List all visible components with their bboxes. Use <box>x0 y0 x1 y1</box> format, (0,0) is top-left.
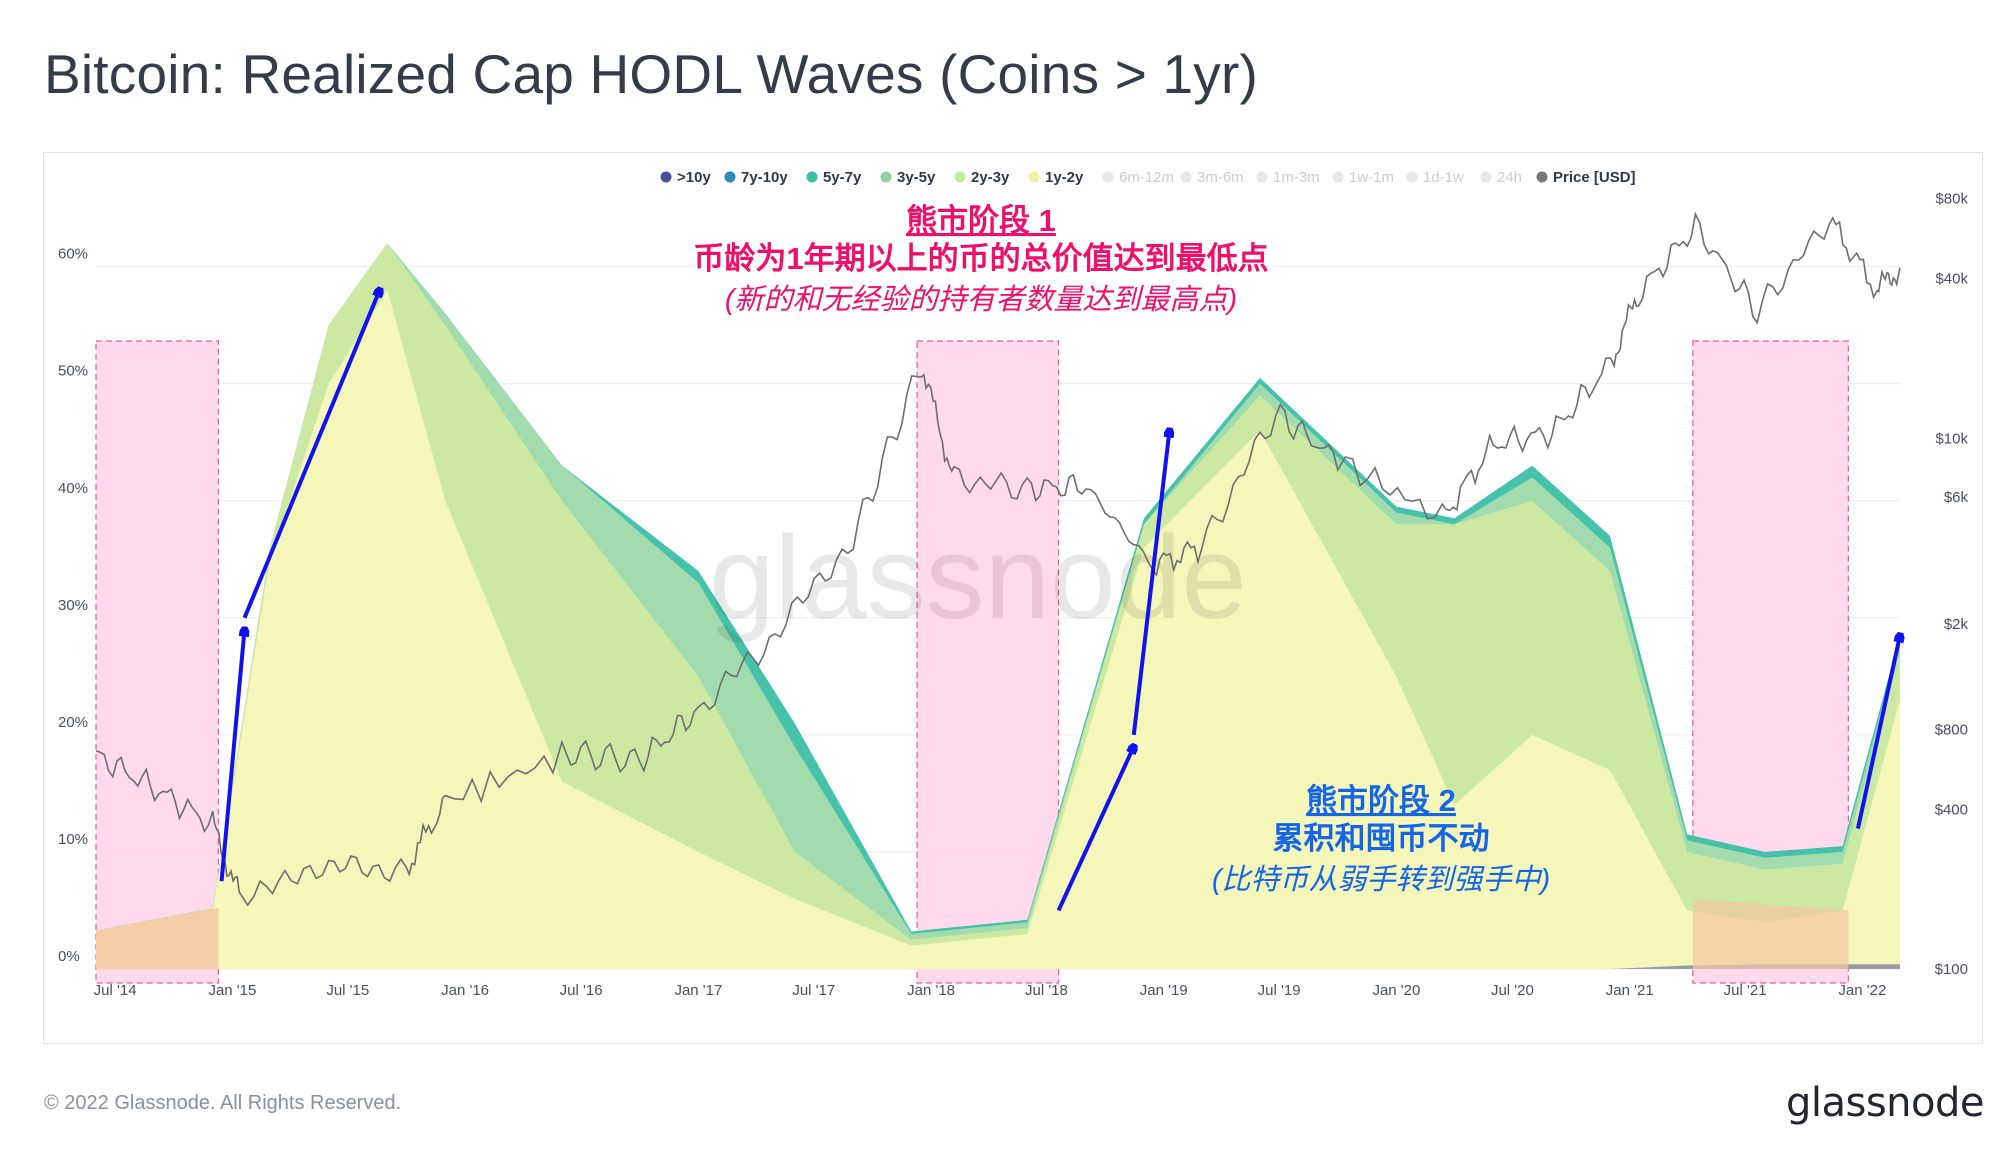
x-tick-label: Jul '14 <box>94 982 137 999</box>
y-right-tick-label: $6k <box>1944 489 1969 506</box>
copyright: © 2022 Glassnode. All Rights Reserved. <box>44 1092 402 1114</box>
y-right-tick-label: $800 <box>1935 721 1968 738</box>
legend-marker <box>1028 171 1040 183</box>
hodl-wave-areas <box>96 243 1900 970</box>
annotation-phase1-line2: (新的和无经验的持有者数量达到最高点) <box>725 284 1237 316</box>
y-left-tick-label: 50% <box>58 363 88 380</box>
annotation-phase2-line1: 累积和囤币不动 <box>1273 821 1490 856</box>
hodl-waves-chart: >10y 7y-10y 5y-7y 3y-5y 2y-3y 1y-2y 6m-12m 3m-6… <box>58 169 1969 999</box>
y-right-tick-label: $2k <box>1944 616 1969 633</box>
x-tick-label: Jul '18 <box>1025 982 1068 999</box>
legend-label: 5y-7y <box>823 169 862 186</box>
y-right-tick-label: $100 <box>1935 961 1968 978</box>
trend-arrow <box>1131 431 1170 736</box>
y-left-tick-label: 30% <box>58 597 88 614</box>
trend-arrow <box>219 630 245 882</box>
x-tick-label: Jan '17 <box>674 982 722 999</box>
x-tick-label: Jul '19 <box>1258 982 1301 999</box>
y-left-tick-label: 40% <box>58 480 88 497</box>
y-left-tick-label: 20% <box>58 714 88 731</box>
legend-label: 7y-10y <box>741 169 788 186</box>
trend-arrows <box>219 290 1900 912</box>
chart-legend: >10y 7y-10y 5y-7y 3y-5y 2y-3y 1y-2y 6m-12m 3m-6… <box>660 169 1636 186</box>
x-tick-label: Jul '16 <box>560 982 603 999</box>
x-tick-label: Jan '22 <box>1838 982 1886 999</box>
brand-logo: glassnode <box>1785 1080 1985 1126</box>
x-tick-label: Jul '21 <box>1724 982 1767 999</box>
annotation-phase1: 熊市阶段 1 币龄为1年期以上的币的总价值达到最低点 (新的和无经验的持有者数量… <box>693 203 1268 316</box>
legend-marker <box>1180 171 1192 183</box>
legend-label: 2y-3y <box>971 169 1010 186</box>
legend-label: Price [USD] <box>1553 169 1636 186</box>
base-band <box>1692 898 1849 969</box>
x-tick-label: Jan '16 <box>441 982 489 999</box>
y-axis-right: $100 $400 $800 $2k $6k $10k $40k $80k <box>1935 191 1969 978</box>
chart-panel: >10y 7y-10y 5y-7y 3y-5y 2y-3y 1y-2y 6m-12m 3m-6… <box>43 152 1983 1044</box>
legend-label: 24h <box>1497 169 1522 186</box>
x-tick-label: Jul '15 <box>326 982 369 999</box>
legend-label: 3y-5y <box>897 169 936 186</box>
y-left-tick-label: 10% <box>58 831 88 848</box>
legend-marker <box>1480 171 1492 183</box>
x-tick-label: Jan '15 <box>208 982 256 999</box>
legend-label: 3m-6m <box>1197 169 1244 186</box>
watermark: glassnode <box>709 512 1247 644</box>
trend-arrow <box>1855 635 1900 829</box>
annotation-phase1-heading: 熊市阶段 1 <box>906 203 1056 238</box>
legend-marker <box>880 171 892 183</box>
y-axis-left: 0% 10% 20% 30% 40% 50% 60% <box>58 246 88 965</box>
y-left-tick-label: 60% <box>58 246 88 263</box>
x-axis: Jul '14 Jan '15 Jul '15 Jan '16 Jul '16 Jan '… <box>94 982 1887 999</box>
annotation-phase2-line2: (比特币从弱手转到强手中) <box>1212 864 1550 896</box>
legend-label: 1d-1w <box>1423 169 1464 186</box>
legend-marker <box>724 171 736 183</box>
legend-marker <box>1536 171 1548 183</box>
legend-label: 1w-1m <box>1349 169 1394 186</box>
x-tick-label: Jan '19 <box>1140 982 1188 999</box>
price-line <box>95 211 1901 907</box>
y-left-tick-label: 0% <box>58 948 80 965</box>
price-series <box>95 211 1901 907</box>
base-band <box>96 908 219 969</box>
x-tick-label: Jul '20 <box>1491 982 1534 999</box>
annotation-phase2-heading: 熊市阶段 2 <box>1306 783 1456 818</box>
y-right-tick-label: $10k <box>1935 430 1968 447</box>
trend-arrow <box>242 290 380 619</box>
legend-label: 6m-12m <box>1119 169 1174 186</box>
x-tick-label: Jan '18 <box>907 982 955 999</box>
x-tick-label: Jan '20 <box>1372 982 1420 999</box>
legend-marker <box>1406 171 1418 183</box>
annotation-phase2: 熊市阶段 2 累积和囤币不动 (比特币从弱手转到强手中) <box>1212 783 1550 896</box>
annotation-phase1-line1: 币龄为1年期以上的币的总价值达到最低点 <box>693 241 1268 276</box>
area-1y-2y <box>96 290 1900 970</box>
legend-label: >10y <box>677 169 711 186</box>
legend-marker <box>1102 171 1114 183</box>
legend-marker <box>660 171 672 183</box>
y-right-tick-label: $40k <box>1935 271 1968 288</box>
legend-label: 1m-3m <box>1273 169 1320 186</box>
legend-marker <box>954 171 966 183</box>
bear-phase-highlights <box>95 340 1849 984</box>
legend-label: 1y-2y <box>1045 169 1084 186</box>
page-title: Bitcoin: Realized Cap HODL Waves (Coins … <box>44 43 1259 105</box>
legend-marker <box>806 171 818 183</box>
legend-marker <box>1256 171 1268 183</box>
highlight-period <box>916 340 1060 984</box>
y-right-tick-label: $80k <box>1935 191 1968 208</box>
trend-arrow <box>1056 747 1134 912</box>
legend-marker <box>1332 171 1344 183</box>
x-tick-label: Jul '17 <box>792 982 835 999</box>
y-right-tick-label: $400 <box>1935 801 1968 818</box>
highlight-period <box>95 340 219 984</box>
x-tick-label: Jan '21 <box>1606 982 1654 999</box>
